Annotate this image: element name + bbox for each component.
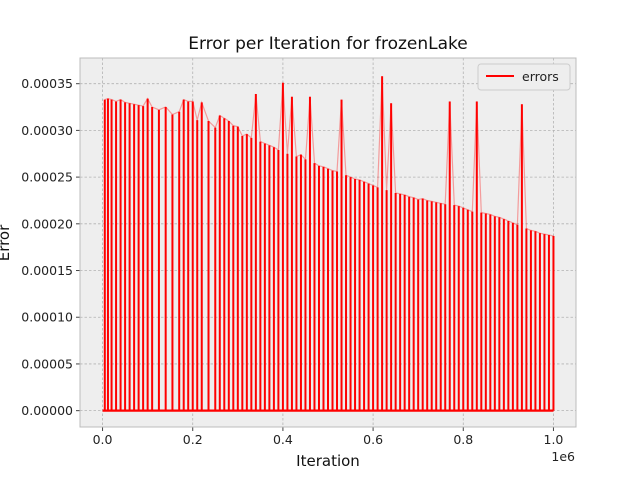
- x-tick-label: 1.0: [544, 432, 564, 447]
- y-axis-label: Error: [0, 224, 13, 261]
- y-tick-label: 0.00020: [21, 216, 73, 231]
- error-envelope: [104, 76, 554, 237]
- chart-title: Error per Iteration for frozenLake: [188, 34, 468, 54]
- y-tick-label: 0.00000: [21, 403, 73, 418]
- plot-frame: [79, 57, 577, 428]
- y-tick-label: 0.00005: [21, 356, 73, 371]
- y-tick-label: 0.00015: [21, 263, 73, 278]
- legend-label-errors: errors: [522, 69, 559, 84]
- x-tick-label: 0.4: [273, 432, 293, 447]
- legend: errors: [477, 63, 571, 91]
- x-tick-label: 0.8: [453, 432, 473, 447]
- legend-box: [477, 63, 571, 91]
- x-axis-label: Iteration: [296, 452, 360, 470]
- y-tick-label: 0.00035: [21, 76, 73, 91]
- x-tick-label: 0.2: [183, 432, 203, 447]
- x-axis-offset-label: 1e6: [551, 449, 575, 464]
- series-errors: [102, 76, 555, 412]
- y-tick-label: 0.00030: [21, 123, 73, 138]
- y-tick-label: 0.00025: [21, 170, 73, 185]
- x-tick-label: 0.6: [363, 432, 383, 447]
- axis-ticks: 0.0 0.2 0.4 0.6 0.8 1.0 0.00000 0.00005 0.00010 0…: [21, 76, 563, 447]
- x-tick-label: 0.0: [93, 432, 113, 447]
- y-tick-label: 0.00010: [21, 310, 73, 325]
